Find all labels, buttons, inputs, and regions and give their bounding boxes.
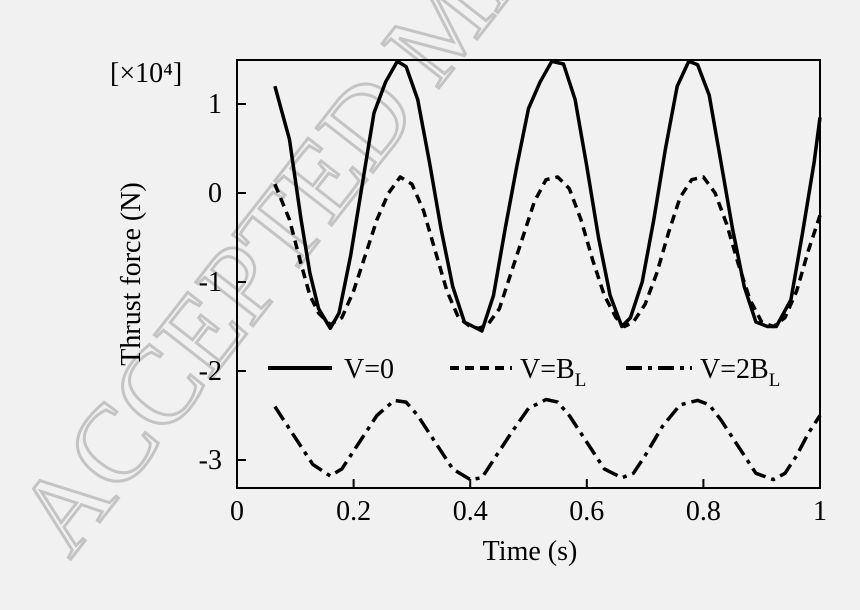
y-tick-label: -1 [199,267,222,298]
x-tick-label: 0.6 [569,496,604,527]
legend-label-v2bl: V=2BL [700,354,780,391]
plot-frame [236,59,821,489]
x-tick-label: 0.8 [686,496,721,527]
series-line-2 [273,397,822,482]
y-tick-label: -3 [199,445,222,476]
legend-label-vbl-main: V=B [520,354,575,385]
legend-label-vbl: V=BL [520,354,586,391]
axis-ticks: 0 0.2 0.4 0.6 0.8 1 1 0 -1 -2 -3 [199,89,827,527]
x-tick-label: 1 [813,496,827,527]
x-tick-label: 0.4 [453,496,488,527]
x-axis-label: Time (s) [483,536,578,567]
legend-label-v2bl-sub: L [769,370,781,391]
y-tick-label: -2 [199,356,222,387]
legend-label-v0: V=0 [344,354,394,385]
series-line-1 [273,175,822,331]
series-line-0 [273,59,822,333]
y-tick-label: 0 [208,178,222,209]
legend-label-vbl-sub: L [575,370,587,391]
series-layer [273,59,822,482]
legend: V=0 V=BL V=2BL [268,354,780,391]
x-tick-label: 0 [230,496,244,527]
y-tick-label: 1 [208,89,222,120]
y-scale-label: [×10⁴] [110,58,182,89]
x-tick-label: 0.2 [336,496,371,527]
y-axis-label: Thrust force (N) [116,182,147,365]
legend-label-v2bl-main: V=2B [700,354,769,385]
